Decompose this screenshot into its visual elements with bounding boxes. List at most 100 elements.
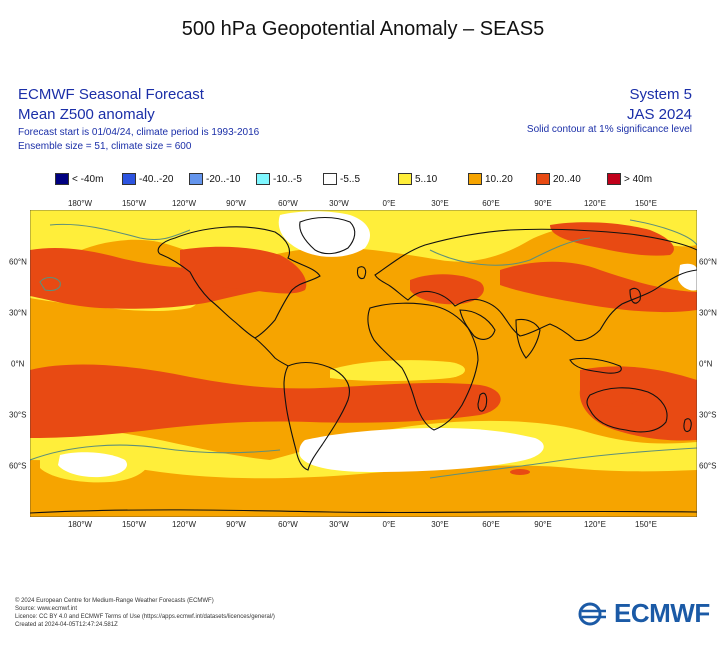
lon-tick-label: 90°W	[226, 520, 246, 529]
continent-south-america	[283, 361, 351, 471]
lon-tick-label: 120°E	[584, 520, 606, 529]
legend-label: 5..10	[415, 173, 438, 185]
anomaly-region-southern-ocean	[299, 428, 544, 472]
legend-item: 10..20	[468, 172, 513, 186]
header-variable: Mean Z500 anomaly	[18, 106, 155, 123]
lat-tick-label: 60°S	[699, 461, 717, 471]
legend-item: < -40m	[55, 172, 103, 186]
continent-japan	[629, 287, 641, 304]
lon-tick-label: 150°W	[121, 199, 147, 208]
footer-licence: Licence: CC BY 4.0 and ECMWF Terms of Us…	[15, 614, 275, 620]
continent-arabia	[459, 309, 496, 340]
lat-tick-label: 0°N	[11, 359, 25, 369]
legend-label: 10..20	[485, 173, 513, 185]
lat-tick-label: 30°N	[699, 308, 717, 318]
legend-item: -5..5	[323, 172, 360, 186]
continent-australia	[586, 387, 668, 433]
lon-tick-label: 30°W	[329, 199, 349, 208]
legend-swatch	[256, 173, 270, 185]
lon-tick-label: 150°W	[121, 520, 147, 529]
continent-north-america	[157, 226, 321, 339]
header-system: System 5	[629, 86, 692, 103]
anomaly-region-south-pacific-white	[58, 452, 128, 478]
lon-tick-label: 120°W	[171, 199, 197, 208]
legend-label: < -40m	[72, 173, 104, 185]
lat-tick-label: 30°N	[9, 308, 27, 318]
legend-swatch	[398, 173, 412, 185]
ecmwf-logo-icon	[578, 602, 606, 625]
legend-swatch	[607, 173, 621, 185]
legend-swatch	[189, 173, 203, 185]
significance-contour	[429, 237, 591, 266]
legend-label: 20..40	[553, 173, 581, 185]
lat-tick-label: 60°N	[9, 257, 27, 267]
continent-central-america	[254, 337, 289, 367]
anomaly-region-mediterranean	[410, 274, 484, 305]
header-significance: Solid contour at 1% significance level	[526, 124, 692, 135]
lon-tick-label: 150°E	[635, 520, 657, 529]
lon-tick-label: 60°W	[278, 199, 298, 208]
continent-new-zealand	[683, 418, 692, 433]
ecmwf-logo: ECMWF	[578, 598, 710, 629]
lon-tick-label: 180°W	[67, 520, 93, 529]
lon-tick-label: 30°E	[431, 520, 449, 529]
legend-item: -10..-5	[256, 172, 302, 186]
anomaly-region-north-pacific	[30, 247, 300, 309]
anomaly-region-south-pacific	[30, 364, 501, 438]
continent-indonesia	[569, 357, 622, 374]
significance-contour	[629, 219, 697, 246]
legend-swatch	[468, 173, 482, 185]
lat-tick-label: 30°S	[9, 410, 27, 420]
lon-tick-label: 60°E	[482, 520, 500, 529]
continent-greenland	[299, 216, 356, 255]
legend-label: -40..-20	[139, 173, 174, 185]
legend-item: 20..40	[536, 172, 581, 186]
anomaly-region-north-america	[180, 246, 307, 294]
legend-swatch	[323, 173, 337, 185]
legend-label: > 40m	[624, 173, 653, 185]
lat-tick-label: 60°N	[699, 257, 717, 267]
continent-madagascar	[477, 392, 488, 412]
continent-uk	[356, 266, 367, 280]
lat-tick-label: 30°S	[699, 410, 717, 420]
legend-item: -40..-20	[122, 172, 173, 186]
legend-item: 5..10	[398, 172, 437, 186]
legend-label: -5..5	[340, 173, 361, 185]
header-forecast-start: Forecast start is 01/04/24, climate peri…	[18, 127, 260, 138]
continent-antarctica-edge	[30, 509, 697, 514]
header-season: JAS 2024	[626, 106, 692, 123]
legend-swatch	[122, 173, 136, 185]
significance-contour	[39, 276, 61, 292]
continent-india	[515, 318, 541, 359]
lon-tick-label: 0°E	[382, 520, 396, 529]
lat-tick-label: 0°N	[699, 359, 713, 369]
continent-africa	[367, 302, 479, 431]
header-ensemble: Ensemble size = 51, climate size = 600	[18, 141, 192, 152]
anomaly-region-west-pacific	[500, 261, 697, 313]
significance-contour	[49, 223, 191, 241]
lon-tick-label: 90°E	[534, 199, 552, 208]
legend-item: -20..-10	[189, 172, 240, 186]
lon-tick-label: 0°E	[382, 199, 396, 208]
continent-eurasia	[374, 228, 697, 342]
lon-tick-label: 120°W	[171, 520, 197, 529]
significance-contour	[30, 444, 281, 461]
lon-tick-label: 90°W	[226, 199, 246, 208]
legend-label: -10..-5	[273, 173, 302, 185]
lon-tick-label: 150°E	[635, 199, 657, 208]
anomaly-map-svg	[29, 209, 698, 518]
anomaly-region-small-red	[510, 469, 530, 475]
footer-copyright: © 2024 European Centre for Medium-Range …	[15, 598, 214, 604]
lat-tick-label: 60°S	[9, 461, 27, 471]
anomaly-region-indian-ocean	[589, 378, 641, 407]
lon-tick-label: 60°E	[482, 199, 500, 208]
legend-label: -20..-10	[206, 173, 241, 185]
lon-tick-label: 30°W	[329, 520, 349, 529]
lon-tick-label: 60°W	[278, 520, 298, 529]
significance-contour	[429, 447, 697, 479]
anomaly-region-yellow-equator	[330, 360, 465, 381]
legend-swatch	[536, 173, 550, 185]
lon-tick-label: 30°E	[431, 199, 449, 208]
footer-created: Created at 2024-04-05T12:47:24.581Z	[15, 622, 118, 628]
